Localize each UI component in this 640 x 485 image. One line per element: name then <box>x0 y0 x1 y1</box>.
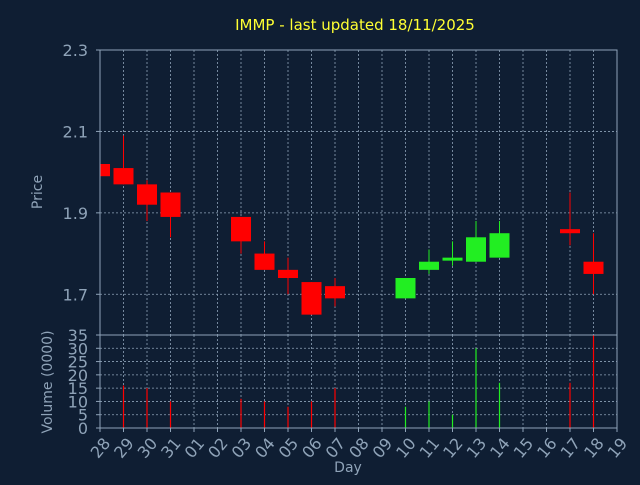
volume-plot-frame <box>99 334 618 429</box>
candlestick-series <box>99 135 604 315</box>
volume-tick-label: 5 <box>78 406 88 425</box>
volume-axis-label: Volume (0000) <box>40 330 56 433</box>
candle-body <box>113 168 134 185</box>
candle-body <box>560 229 580 234</box>
volume-tick-label: 20 <box>68 366 88 385</box>
candle-12 <box>442 241 463 266</box>
candle-body <box>442 257 463 261</box>
price-tick-label: 2.1 <box>63 122 88 141</box>
candle-04 <box>254 241 275 270</box>
price-tick-label: 1.9 <box>63 204 88 223</box>
volume-series <box>122 335 595 428</box>
price-tick-label: 1.7 <box>63 285 88 304</box>
volume-tick-label: 10 <box>68 392 88 411</box>
candle-28 <box>99 164 110 177</box>
candle-body <box>301 282 322 315</box>
candle-06 <box>301 282 322 315</box>
volume-tick-label: 25 <box>68 353 88 372</box>
candle-10 <box>395 278 416 299</box>
price-y-ticks: 2.3 2.1 1.9 1.7 <box>63 41 100 304</box>
candle-07 <box>325 278 345 307</box>
price-axis-label: Price <box>30 175 46 209</box>
candle-03 <box>231 216 251 254</box>
candle-17 <box>560 192 580 246</box>
candle-body <box>278 269 298 278</box>
candle-body <box>419 261 439 270</box>
candle-body <box>231 216 251 242</box>
candle-31 <box>160 192 181 238</box>
volume-tick-label: 15 <box>68 379 88 398</box>
volume-tick-label: 30 <box>68 339 88 358</box>
candle-05 <box>278 257 298 295</box>
candle-body <box>325 286 345 299</box>
volume-tick-label: 35 <box>68 326 88 345</box>
candle-body <box>160 192 181 217</box>
x-axis-label: Day <box>334 460 362 476</box>
candle-body <box>489 233 510 258</box>
candle-29 <box>113 135 134 185</box>
candle-30 <box>137 180 157 221</box>
candle-body <box>583 261 604 274</box>
chart-title: IMMP - last updated 18/11/2025 <box>235 16 475 34</box>
price-tick-label: 2.3 <box>63 41 88 60</box>
candle-13 <box>466 221 486 262</box>
candle-body <box>254 253 275 270</box>
candle-body <box>466 237 486 262</box>
candle-body <box>395 278 416 299</box>
volume-tick-label: 0 <box>78 419 88 438</box>
candle-body <box>100 164 110 177</box>
candle-11 <box>419 249 439 274</box>
candle-body <box>137 184 157 205</box>
candle-14 <box>489 221 510 258</box>
candle-18 <box>583 233 604 295</box>
